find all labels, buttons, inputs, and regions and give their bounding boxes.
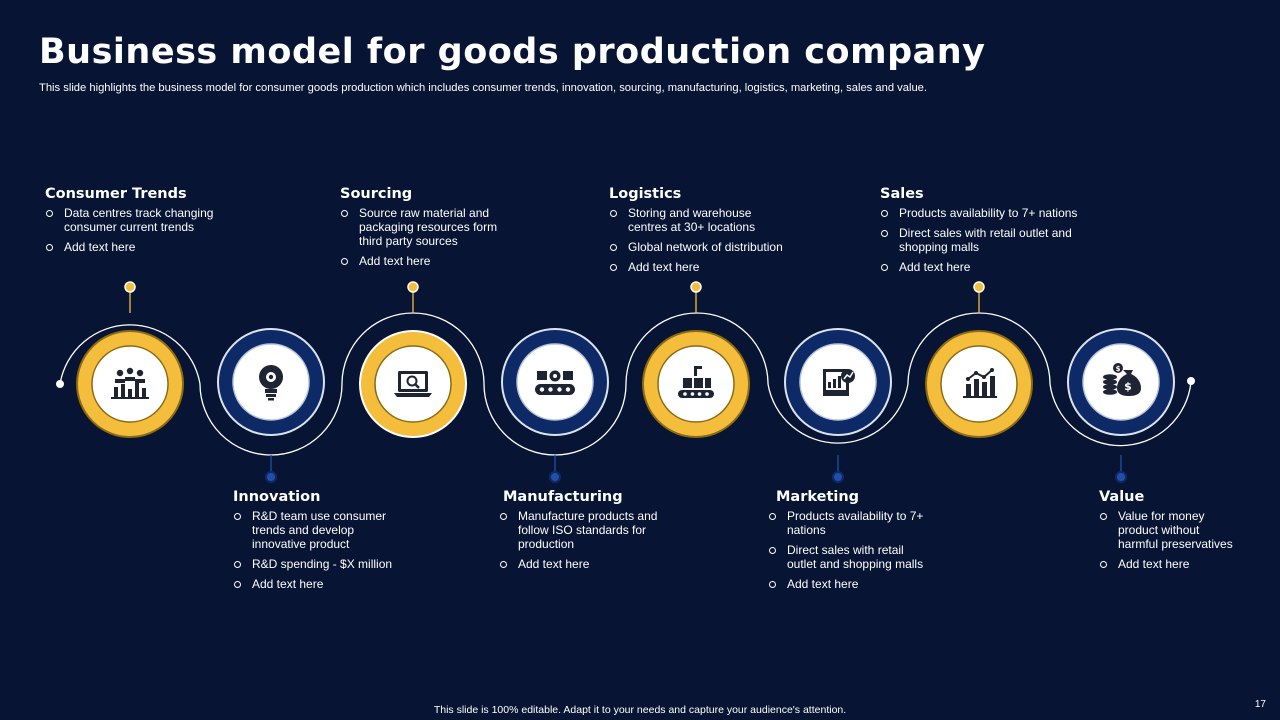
svg-text:$: $ [1116, 365, 1121, 373]
step-title: Sales [880, 186, 924, 202]
flow-start-dot [56, 380, 64, 388]
step-title: Value [1099, 489, 1145, 505]
step-innovation: Innovation R&D team use consumer trends … [233, 489, 463, 597]
step-circle-manufacturing [501, 328, 609, 436]
pin-top [124, 281, 136, 313]
bullet-item: R&D team use consumer trends and develop… [233, 509, 393, 551]
money-bag-coins-icon: $ $ [1103, 363, 1141, 396]
bullet-list: Manufacture products and follow ISO stan… [499, 509, 659, 571]
bullet-list: Data centres track changing consumer cur… [45, 206, 235, 254]
flow-arc [767, 383, 909, 444]
step-value: Value Value for money product without ha… [1099, 489, 1280, 577]
bullet-list: R&D team use consumer trends and develop… [233, 509, 408, 591]
bullet-item: Add text here [609, 260, 804, 274]
people-chart-icon [111, 367, 149, 399]
warehouse-conveyor-icon [678, 366, 714, 398]
step-marketing: Marketing Products availability to 7+ na… [768, 489, 998, 597]
svg-text:$: $ [1124, 380, 1132, 393]
pin-top [690, 281, 702, 313]
laptop-search-icon [394, 371, 432, 397]
bullet-list: Products availability to 7+ nations Dire… [768, 509, 933, 591]
bullet-item: Add text here [45, 240, 235, 254]
bullet-item: Products availability to 7+ nations [768, 509, 928, 537]
bullet-item: Products availability to 7+ nations [880, 206, 1090, 220]
bullet-item: Value for money product without harmful … [1099, 509, 1239, 551]
bullet-item: Add text here [233, 577, 408, 591]
bar-chart-icon [963, 368, 997, 398]
bullet-item: Storing and warehouse centres at 30+ loc… [609, 206, 769, 234]
slide-title: Business model for goods production comp… [39, 32, 986, 72]
step-circle-consumer-trends [76, 330, 184, 438]
lightbulb-gear-icon [259, 365, 283, 401]
bullet-item: Add text here [768, 577, 933, 591]
flow-end-dot [1187, 377, 1195, 385]
presentation-board-icon [823, 369, 855, 396]
bullet-item: Manufacture products and follow ISO stan… [499, 509, 659, 551]
conveyor-belt-icon [535, 370, 575, 395]
step-logistics: Logistics Storing and warehouse centres … [609, 186, 839, 280]
slide-footer: This slide is 100% editable. Adapt it to… [433, 704, 847, 716]
flow-arc [1049, 381, 1192, 447]
bullet-item: Add text here [1099, 557, 1244, 571]
pin-top [973, 281, 985, 313]
pin-bottom [549, 455, 561, 483]
bullet-item: R&D spending - $X million [233, 557, 408, 571]
bullet-item: Add text here [499, 557, 659, 571]
flow-arc [625, 312, 769, 385]
step-manufacturing: Manufacturing Manufacture products and f… [499, 489, 729, 577]
step-title: Innovation [233, 489, 321, 505]
pin-top [407, 281, 419, 313]
bullet-item: Direct sales with retail outlet and shop… [880, 226, 1080, 254]
step-title: Marketing [776, 489, 860, 505]
bullet-list: Value for money product without harmful … [1099, 509, 1244, 571]
step-title: Manufacturing [503, 489, 623, 505]
slide-subtitle: This slide highlights the business model… [39, 82, 928, 94]
pin-bottom [832, 455, 844, 483]
pin-bottom [1115, 455, 1127, 483]
bullet-item: Add text here [340, 254, 508, 268]
step-sales: Sales Products availability to 7+ nation… [880, 186, 1110, 280]
step-sourcing: Sourcing Source raw material and packagi… [340, 186, 570, 274]
bullet-item: Data centres track changing consumer cur… [45, 206, 235, 234]
bullet-list: Storing and warehouse centres at 30+ loc… [609, 206, 804, 274]
bullet-item: Global network of distribution [609, 240, 804, 254]
bullet-list: Source raw material and packaging resour… [340, 206, 508, 268]
bullet-list: Products availability to 7+ nations Dire… [880, 206, 1090, 274]
step-title: Consumer Trends [45, 186, 187, 202]
bullet-item: Add text here [880, 260, 1090, 274]
pin-bottom [265, 455, 277, 483]
step-consumer-trends: Consumer Trends Data centres track chang… [45, 186, 275, 260]
step-title: Sourcing [340, 186, 413, 202]
step-title: Logistics [609, 186, 682, 202]
bullet-item: Direct sales with retail outlet and shop… [768, 543, 933, 571]
bullet-item: Source raw material and packaging resour… [340, 206, 508, 248]
page-number: 17 [1254, 699, 1266, 710]
flow-arc [59, 324, 201, 385]
